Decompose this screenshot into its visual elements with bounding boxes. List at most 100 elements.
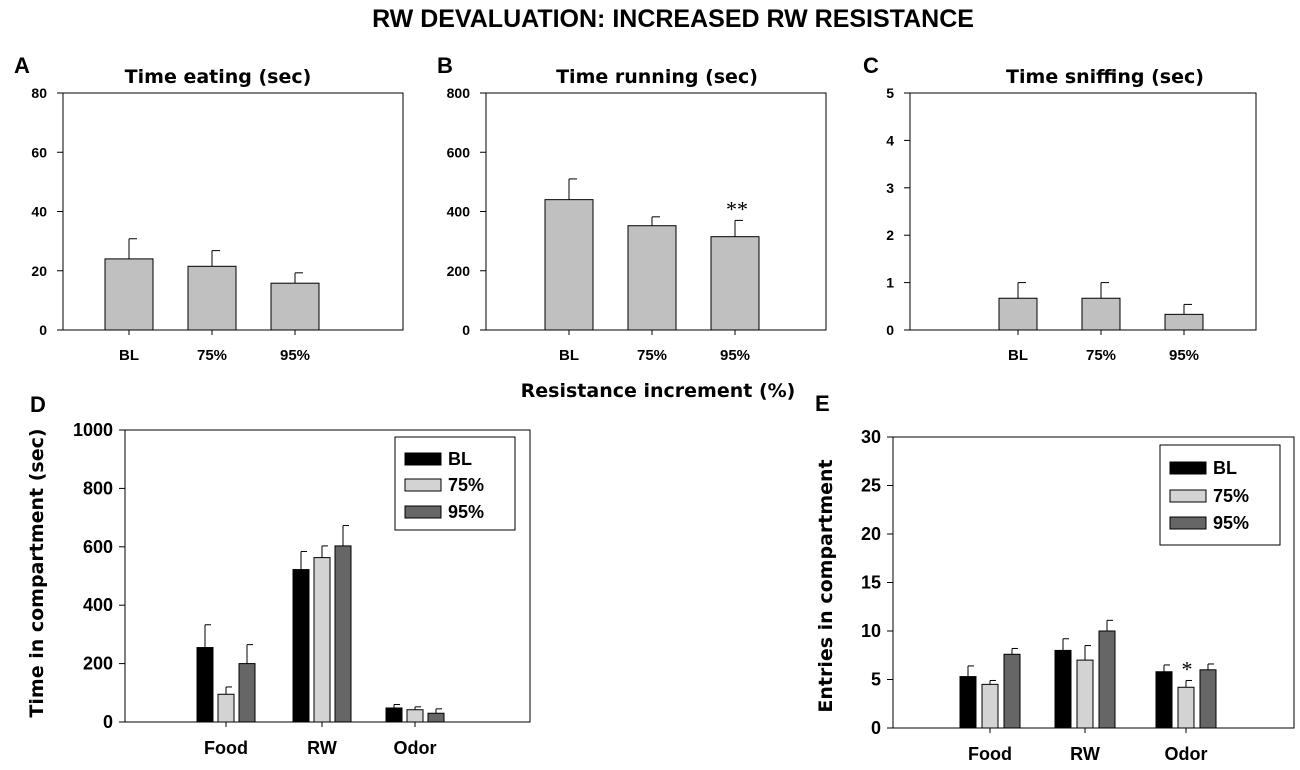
bar-95pct [427, 712, 445, 723]
panel-letter: C [863, 53, 879, 78]
legend-swatch [1169, 489, 1207, 503]
bar-95pct [1098, 630, 1116, 729]
x-tick-label: Food [204, 738, 248, 758]
bar [627, 225, 677, 331]
y-tick-label: 10 [861, 621, 881, 641]
legend-swatch [404, 452, 442, 466]
y-axis-label: Entries in compartment [815, 459, 837, 712]
legend-label: 75% [448, 475, 484, 495]
x-tick-label: 95% [1169, 347, 1199, 364]
y-tick-label: 200 [447, 263, 471, 279]
y-tick-label: 0 [886, 322, 894, 338]
legend-label: BL [1213, 458, 1237, 478]
bar-bl [1155, 671, 1173, 729]
legend-swatch [404, 478, 442, 492]
significance-marker: * [1182, 656, 1193, 681]
x-tick-label: BL [559, 347, 579, 364]
y-tick-label: 1000 [73, 420, 113, 440]
chart-panel-b: B Time running (sec) 0 200 400 600 800 BL 75% 95%… [437, 53, 827, 364]
figure-title: RW DEVALUATION: INCREASED RW RESISTANCE [372, 5, 974, 33]
panel-title: Time running (sec) [556, 66, 758, 88]
legend: BL 75% 95% [394, 436, 516, 531]
bar-95pct [1003, 653, 1021, 729]
y-tick-label: 40 [31, 204, 47, 220]
x-tick-label: 75% [197, 347, 227, 364]
y-tick-label: 60 [31, 144, 47, 160]
bar [998, 297, 1038, 331]
y-tick-label: 600 [83, 537, 113, 557]
panel-title: Time eating (sec) [125, 66, 312, 88]
bar [544, 199, 594, 331]
x-tick-label: 75% [1086, 347, 1116, 364]
legend-label: 95% [1213, 513, 1249, 533]
x-tick-label: 95% [720, 347, 750, 364]
y-tick-label: 0 [39, 322, 47, 338]
legend-label: 95% [448, 502, 484, 522]
bar-bl [959, 676, 977, 729]
panel-letter: B [437, 53, 453, 78]
bar-75pct [1076, 659, 1094, 729]
y-tick-label: 20 [861, 524, 881, 544]
bar-bl [196, 647, 214, 723]
chart-panel-d: D Time in compartment (sec) 0 200 400 600 800 1… [26, 392, 531, 758]
panel-letter: A [14, 53, 30, 78]
x-tick-label: RW [1070, 744, 1100, 764]
x-tick-label: BL [119, 347, 139, 364]
y-tick-label: 15 [861, 573, 881, 593]
x-tick-label: Odor [394, 738, 437, 758]
y-tick-label: 0 [462, 322, 470, 338]
bar-bl [292, 569, 310, 723]
y-tick-label: 5 [886, 85, 894, 101]
y-tick-label: 25 [861, 476, 881, 496]
y-tick-label: 600 [447, 144, 471, 160]
x-tick-label: BL [1008, 347, 1028, 364]
bar-75pct [313, 557, 331, 723]
legend: BL 75% 95% [1159, 444, 1281, 546]
bar-bl [385, 707, 403, 723]
y-tick-label: 3 [886, 180, 894, 196]
x-tick-label: Odor [1165, 744, 1208, 764]
x-tick-label: Food [968, 744, 1012, 764]
bar-75pct [217, 693, 235, 723]
y-tick-label: 400 [447, 204, 471, 220]
shared-x-axis-label: Resistance increment (%) [521, 380, 796, 402]
bar [710, 236, 760, 331]
y-tick-label: 5 [871, 670, 881, 690]
chart-panel-c: C Time sniffing (sec) 0 1 2 3 4 5 BL 75% 95% [863, 53, 1257, 364]
plot-frame [909, 92, 1257, 331]
bar [1164, 313, 1204, 331]
bar-95pct [238, 663, 256, 723]
legend-swatch [404, 505, 442, 519]
y-tick-label: 0 [103, 712, 113, 732]
bar-95pct [1199, 669, 1217, 729]
y-tick-label: 1 [886, 275, 894, 291]
chart-panel-e: E Entries in compartment 0 5 10 15 20 25 30 Food R… [815, 391, 1295, 764]
y-tick-label: 30 [861, 427, 881, 447]
x-tick-label: 75% [637, 347, 667, 364]
y-tick-label: 4 [886, 132, 894, 148]
chart-panel-a: A Time eating (sec) 0 20 40 60 80 BL 75% 95% [14, 53, 404, 364]
y-tick-label: 400 [83, 595, 113, 615]
panel-letter: D [30, 392, 46, 417]
y-tick-label: 800 [447, 85, 471, 101]
bar [1081, 297, 1121, 331]
legend-label: 75% [1213, 486, 1249, 506]
x-tick-label: 95% [280, 347, 310, 364]
y-tick-label: 800 [83, 478, 113, 498]
bar [104, 258, 154, 331]
legend-label: BL [448, 449, 472, 469]
y-axis-label: Time in compartment (sec) [26, 428, 48, 717]
bar-75pct [981, 683, 999, 729]
panel-title: Time sniffing (sec) [1006, 66, 1204, 88]
y-tick-label: 0 [871, 718, 881, 738]
bar-bl [1054, 649, 1072, 729]
bar-95pct [334, 545, 352, 723]
bar-75pct [1177, 686, 1195, 729]
y-tick-label: 20 [31, 263, 47, 279]
legend-swatch [1169, 461, 1207, 475]
bar [270, 282, 320, 331]
y-tick-label: 80 [31, 85, 47, 101]
panel-letter: E [815, 391, 830, 416]
